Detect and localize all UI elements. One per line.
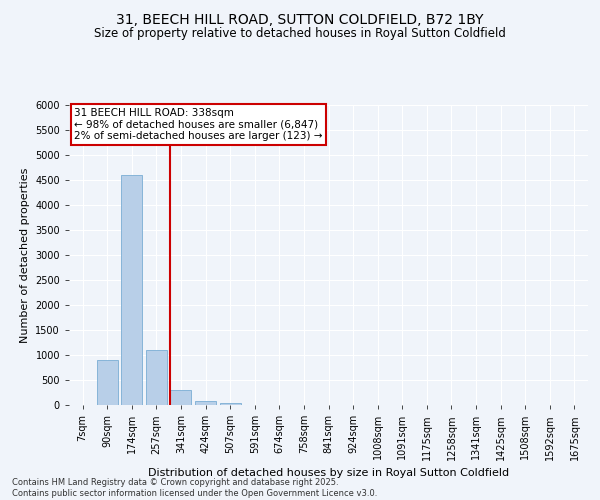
Text: Size of property relative to detached houses in Royal Sutton Coldfield: Size of property relative to detached ho… bbox=[94, 28, 506, 40]
Bar bbox=[97, 360, 118, 405]
Bar bbox=[195, 401, 216, 405]
Text: Contains HM Land Registry data © Crown copyright and database right 2025.
Contai: Contains HM Land Registry data © Crown c… bbox=[12, 478, 377, 498]
Bar bbox=[220, 402, 241, 405]
Y-axis label: Number of detached properties: Number of detached properties bbox=[20, 168, 29, 342]
Bar bbox=[170, 390, 191, 405]
Text: 31 BEECH HILL ROAD: 338sqm
← 98% of detached houses are smaller (6,847)
2% of se: 31 BEECH HILL ROAD: 338sqm ← 98% of deta… bbox=[74, 108, 323, 141]
Bar bbox=[146, 350, 167, 405]
X-axis label: Distribution of detached houses by size in Royal Sutton Coldfield: Distribution of detached houses by size … bbox=[148, 468, 509, 478]
Bar bbox=[121, 175, 142, 405]
Text: 31, BEECH HILL ROAD, SUTTON COLDFIELD, B72 1BY: 31, BEECH HILL ROAD, SUTTON COLDFIELD, B… bbox=[116, 12, 484, 26]
